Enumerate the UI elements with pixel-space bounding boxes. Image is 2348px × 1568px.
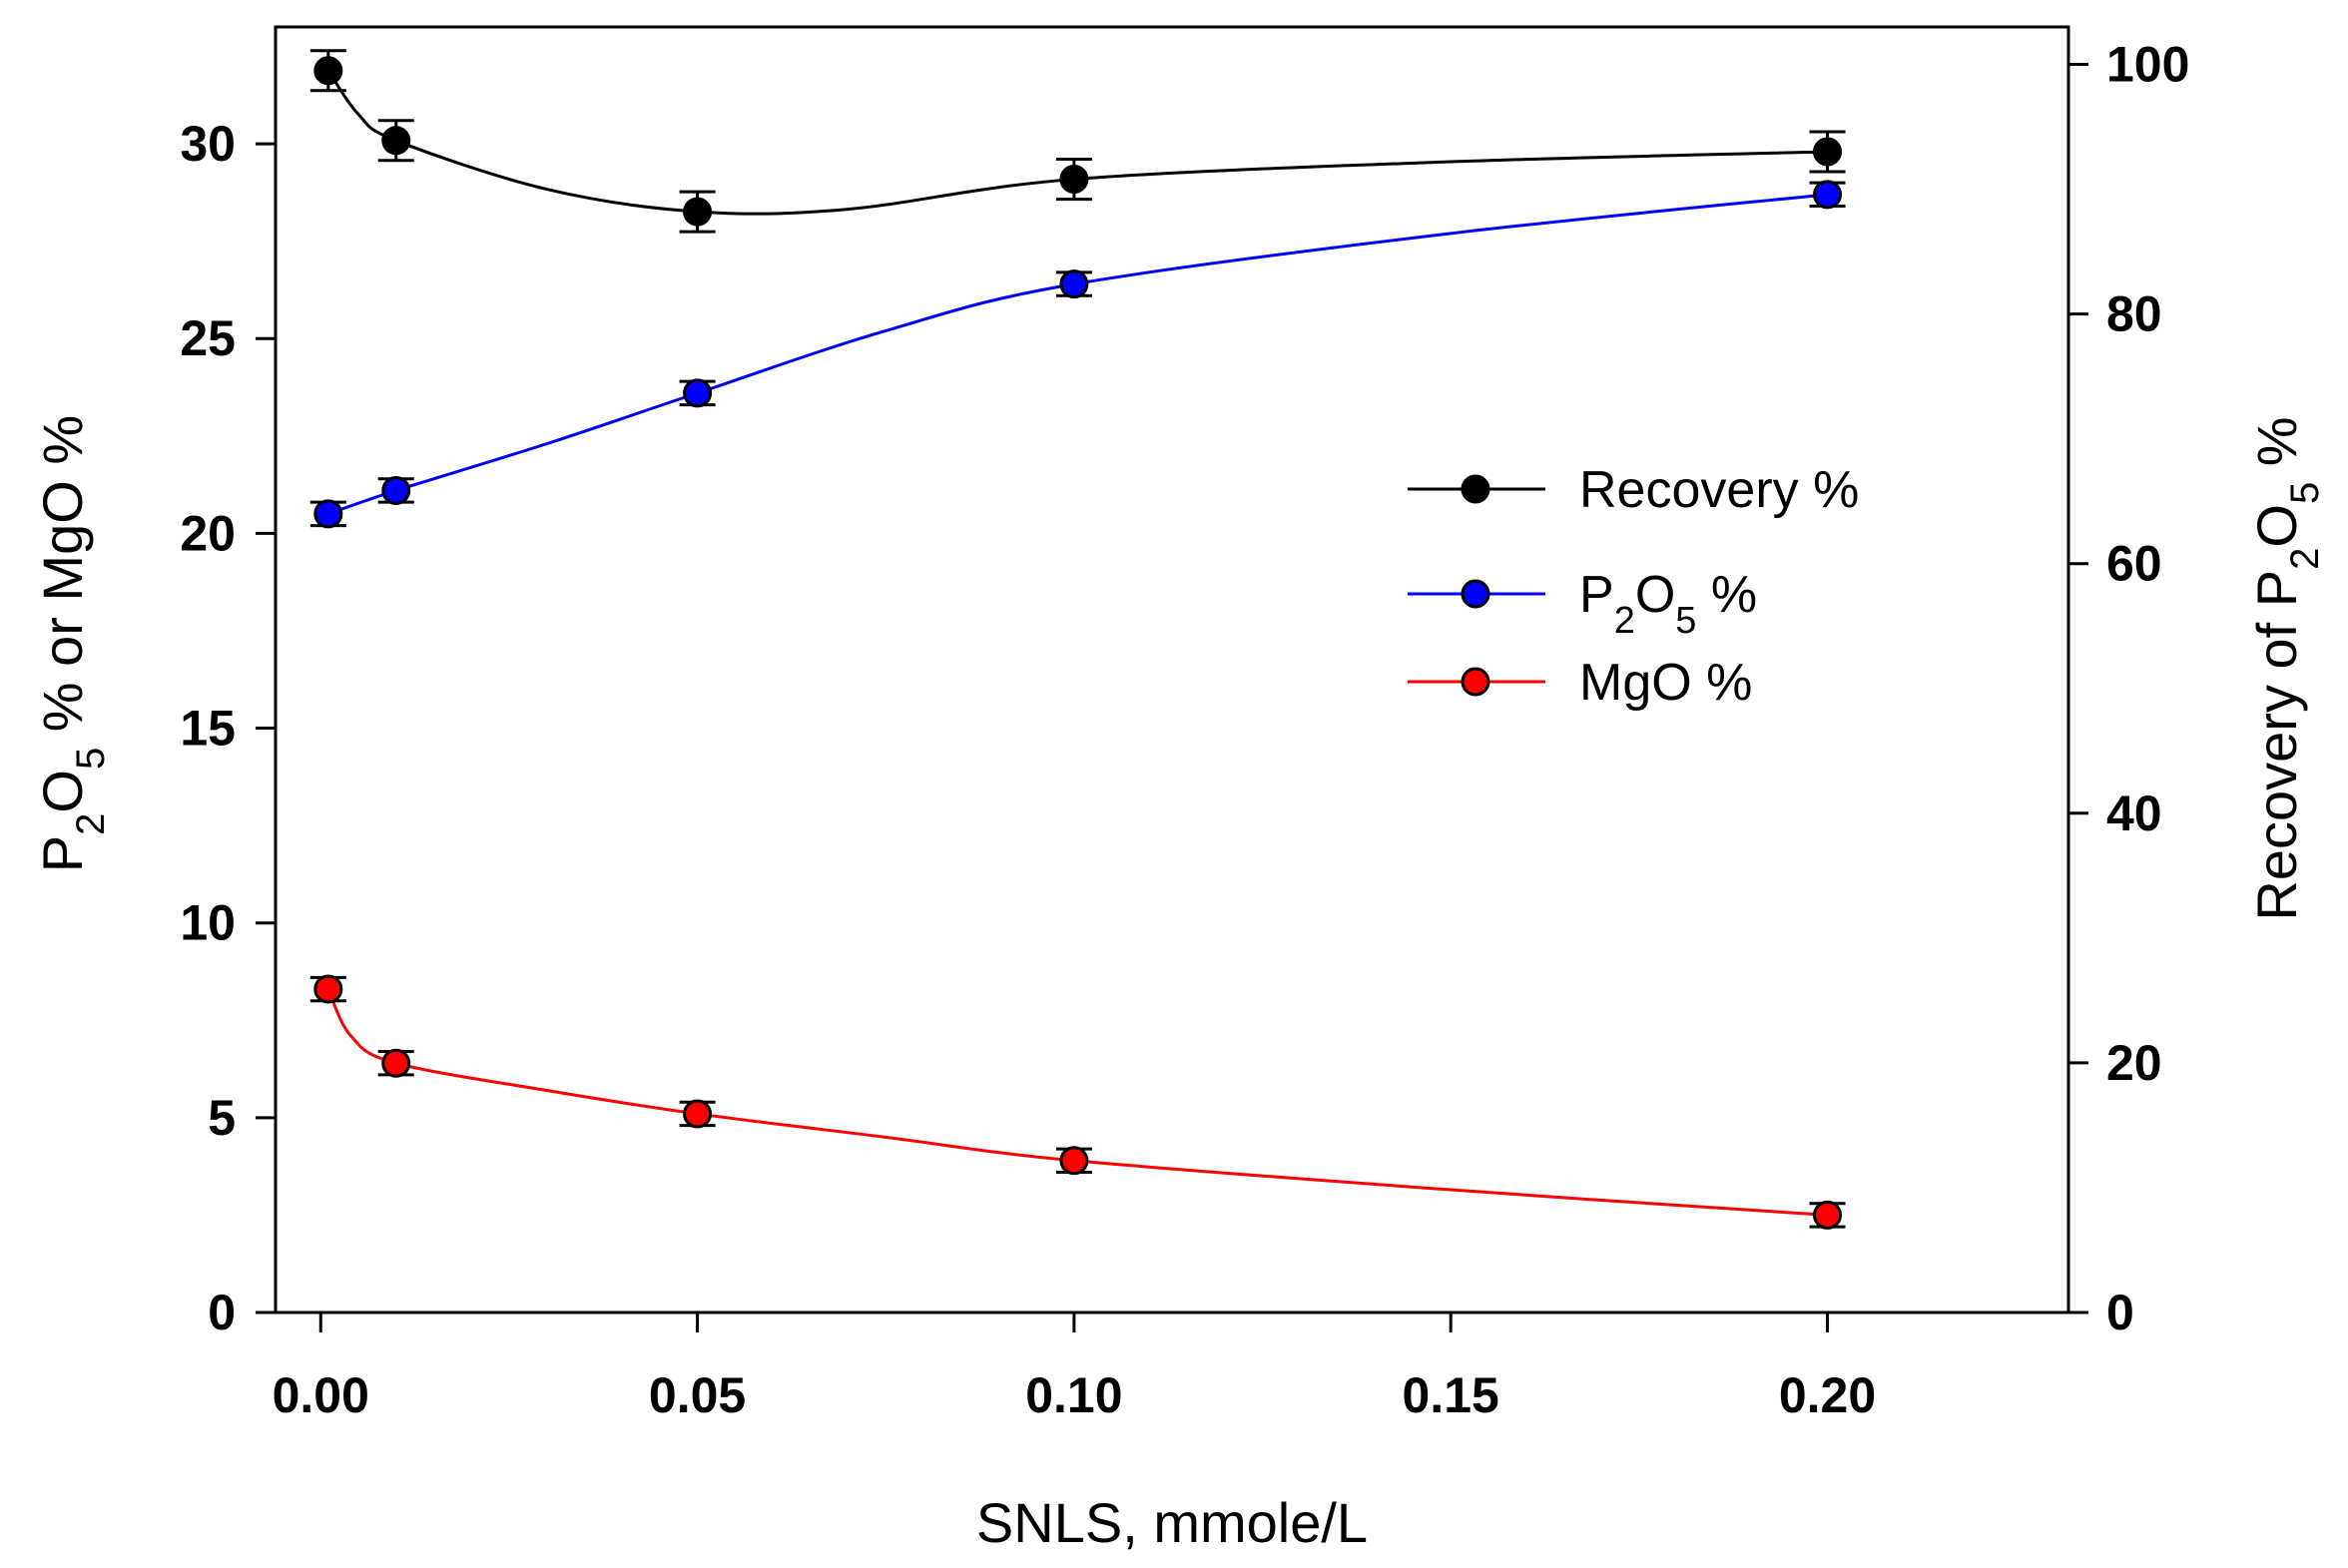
y-right-tick-label: 0 xyxy=(2106,1285,2134,1340)
legend-swatch-marker xyxy=(1461,474,1490,504)
series-recovery- xyxy=(309,49,1846,234)
legend: Recovery % P2O5 % MgO % xyxy=(1408,461,1859,712)
y-right-tick-label: 100 xyxy=(2106,37,2189,93)
data-point xyxy=(683,197,713,227)
y-left-tick-label: 15 xyxy=(180,701,236,757)
data-point xyxy=(1059,269,1089,299)
data-point xyxy=(381,475,411,505)
x-tick-label: 0.15 xyxy=(1403,1367,1499,1423)
data-point xyxy=(313,499,343,529)
data-point xyxy=(1059,1146,1089,1176)
legend-label: Recovery % xyxy=(1579,461,1859,519)
data-point xyxy=(313,974,343,1004)
series-line xyxy=(327,193,1828,516)
series-layer xyxy=(309,49,1846,1230)
series-p2o5- xyxy=(309,180,1846,529)
legend-label: MgO % xyxy=(1579,654,1752,712)
y-axis-left-title: P2O5 % or MgO % xyxy=(31,415,113,872)
x-tick-label: 0.10 xyxy=(1025,1367,1122,1423)
x-tick-label: 0.05 xyxy=(649,1367,746,1423)
y-left-tick-label: 0 xyxy=(208,1285,236,1340)
legend-swatch-marker xyxy=(1461,579,1490,609)
data-point xyxy=(1059,165,1089,195)
data-point xyxy=(683,378,713,408)
plot-frame xyxy=(274,25,2070,1314)
data-point xyxy=(1813,1200,1843,1230)
data-point xyxy=(683,1099,713,1129)
data-point xyxy=(1813,137,1843,167)
x-axis-title: SNLS, mmole/L xyxy=(976,1491,1368,1554)
y-left-tick-label: 20 xyxy=(180,505,236,561)
y-left-tick-label: 10 xyxy=(180,895,236,951)
series-mgo- xyxy=(309,974,1846,1230)
axis-ticks: 0.00 0.05 0.10 0.15 0.20 0 5 10 15 20 25 30 0 20 40 60 8… xyxy=(180,37,2189,1423)
x-tick-label: 0.20 xyxy=(1779,1367,1876,1423)
y-right-tick-label: 60 xyxy=(2106,536,2162,592)
series-line xyxy=(326,988,1828,1217)
data-point xyxy=(381,126,411,156)
y-left-tick-label: 30 xyxy=(180,116,236,172)
y-axis-right-title: Recovery of P2O5 % xyxy=(2245,416,2327,920)
y-right-tick-label: 20 xyxy=(2106,1035,2162,1091)
legend-swatch-marker xyxy=(1461,667,1490,697)
y-right-tick-label: 40 xyxy=(2106,785,2162,841)
data-point xyxy=(381,1048,411,1078)
y-left-tick-label: 5 xyxy=(208,1090,236,1146)
x-tick-label: 0.00 xyxy=(273,1367,369,1423)
data-point xyxy=(1813,180,1843,210)
y-left-tick-label: 25 xyxy=(180,310,236,366)
y-right-tick-label: 80 xyxy=(2106,286,2162,342)
data-point xyxy=(313,56,343,86)
legend-label: P2O5 % xyxy=(1579,566,1757,642)
